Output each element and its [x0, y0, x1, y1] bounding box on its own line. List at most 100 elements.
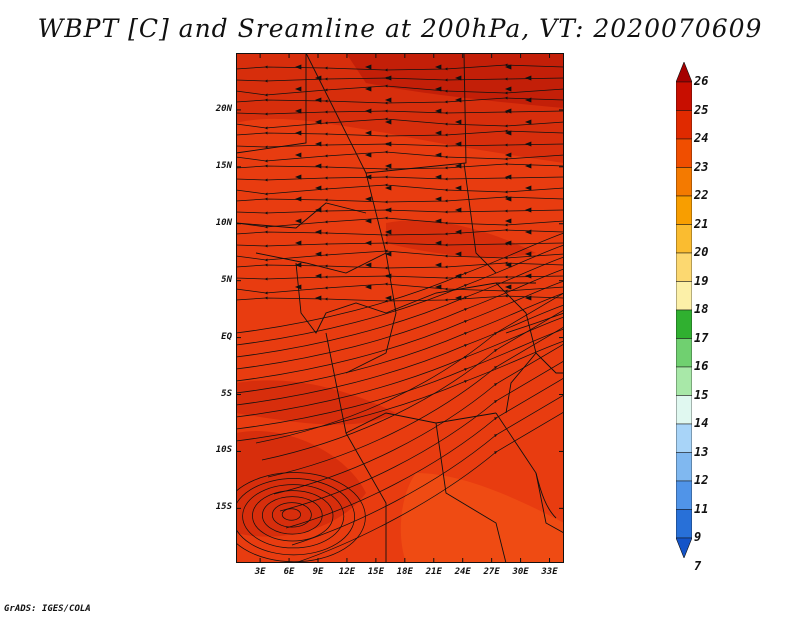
anticyclone-streamline	[242, 484, 345, 549]
streamline	[236, 282, 564, 295]
flow-arrow	[384, 207, 392, 213]
colorbar-segment	[675, 480, 693, 510]
streamline	[261, 309, 564, 461]
flow-arrow	[384, 185, 392, 191]
flow-arrow	[524, 207, 532, 213]
lon-tick-label: 30E	[512, 567, 529, 577]
wbpt-region	[236, 431, 366, 537]
flow-arrow	[294, 262, 302, 268]
streamline	[236, 150, 564, 163]
flow-arrow	[524, 185, 532, 191]
streamline	[236, 241, 564, 248]
flow-arrow	[384, 295, 392, 301]
flow-arrow	[364, 130, 372, 136]
colorbar-label: 25	[694, 102, 709, 117]
flow-arrow	[314, 185, 322, 191]
anticyclone-streamline	[236, 478, 355, 556]
anticyclone-streamline	[252, 490, 334, 542]
streamline	[236, 268, 564, 370]
flow-arrow	[364, 108, 372, 114]
flow-arrow	[524, 251, 532, 257]
lon-tick-label: 18E	[396, 567, 413, 577]
lat-tick-label: 15N	[215, 160, 232, 171]
streamline	[236, 175, 564, 182]
flow-arrow	[504, 108, 512, 114]
colorbar-label: 16	[694, 359, 709, 373]
flow-arrow	[454, 207, 462, 213]
flow-arrow	[384, 75, 392, 81]
colorbar-label: 9	[694, 530, 702, 544]
colorbar-segment	[675, 281, 693, 311]
colorbar-label: 14	[694, 416, 709, 430]
streamline	[236, 183, 564, 196]
streamline	[236, 216, 564, 229]
streamline	[236, 340, 564, 442]
flow-arrow	[524, 273, 532, 279]
lat-tick-label: 10S	[215, 445, 232, 456]
colorbar-segment	[675, 110, 693, 140]
anticyclone-streamline	[236, 472, 366, 563]
flow-arrow	[434, 284, 442, 290]
flow-arrow	[434, 86, 442, 92]
flow-arrow	[384, 163, 392, 169]
map-canvas	[236, 53, 564, 563]
streamline	[285, 377, 564, 529]
flow-arrow	[294, 64, 302, 70]
flow-arrow	[504, 174, 512, 180]
country-border-line	[345, 432, 387, 563]
streamline	[236, 292, 564, 394]
lon-tick-label: 12E	[338, 567, 356, 577]
lon-tick-label: 6E	[283, 567, 295, 577]
streamline	[236, 328, 564, 430]
flow-arrow	[364, 152, 372, 158]
flow-arrow	[434, 152, 442, 158]
colorbar-segment	[675, 195, 693, 225]
flow-arrow	[384, 251, 392, 257]
colorbar-label: 26	[694, 74, 709, 88]
flow-arrow	[504, 284, 512, 290]
streamline-arrows	[294, 64, 532, 301]
flow-arrow	[454, 75, 462, 81]
streamline	[236, 195, 564, 204]
colorbar-segment	[675, 509, 693, 539]
flow-arrow	[504, 240, 512, 246]
flow-arrow	[364, 284, 372, 290]
streamline	[236, 244, 564, 346]
anticyclone-streamline	[262, 496, 323, 535]
streamline	[236, 232, 564, 334]
flow-arrow	[504, 262, 512, 268]
flow-arrow	[504, 196, 512, 202]
streamline	[279, 360, 564, 512]
country-border-line	[535, 352, 564, 374]
country-border-line	[535, 472, 557, 519]
flow-arrow	[384, 119, 392, 125]
flow-arrow	[524, 141, 532, 147]
flow-arrow	[314, 251, 322, 257]
streamline	[236, 84, 564, 97]
flow-arrow	[524, 75, 532, 81]
lon-tick-label: 9E	[312, 567, 324, 577]
colorbar-segment	[675, 81, 693, 111]
flow-arrow	[524, 229, 532, 235]
flow-arrow	[314, 295, 322, 301]
anticyclone-streamline	[281, 508, 301, 521]
flow-arrow	[384, 141, 392, 147]
flow-arrow	[434, 240, 442, 246]
streamline	[236, 249, 564, 262]
anticyclone-streamline	[271, 502, 312, 528]
flow-arrow	[294, 284, 302, 290]
flow-arrow	[294, 86, 302, 92]
flow-arrow	[294, 130, 302, 136]
flow-arrow	[454, 141, 462, 147]
flow-arrow	[454, 273, 462, 279]
flow-arrow	[364, 196, 372, 202]
flow-arrow	[524, 119, 532, 125]
lat-tick-label: EQ	[221, 331, 232, 342]
lon-tick-label: 27E	[483, 567, 500, 577]
flow-arrow	[454, 185, 462, 191]
streamline	[236, 117, 564, 130]
colorbar-label: 7	[694, 558, 702, 573]
colorbar-label: 20	[694, 245, 709, 259]
flow-arrow	[384, 97, 392, 103]
colorbar-label: 19	[694, 273, 709, 288]
